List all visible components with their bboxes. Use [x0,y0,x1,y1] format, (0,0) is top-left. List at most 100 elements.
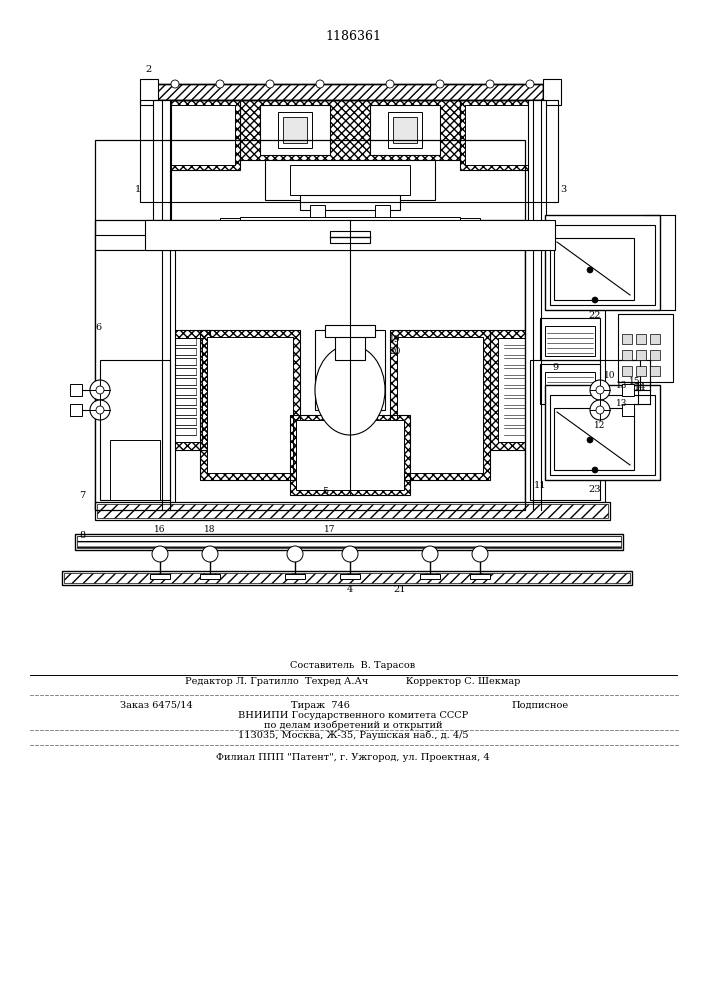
Bar [290,415,410,495]
Bar [490,330,600,450]
Bar [622,334,632,344]
Text: 13: 13 [617,380,628,389]
Bar [300,195,400,210]
Bar [114,368,196,375]
Text: 13: 13 [617,398,628,408]
Text: Заказ 6475/14: Заказ 6475/14 [120,700,193,710]
Circle shape [592,297,598,303]
Circle shape [526,80,534,88]
Bar [397,337,483,473]
Circle shape [596,406,604,414]
Bar [160,100,240,170]
Circle shape [472,546,488,562]
Bar [622,404,634,416]
Bar [155,84,543,100]
Circle shape [587,267,593,273]
Bar [545,326,595,356]
Bar [540,364,600,404]
Bar [498,338,592,442]
Bar [460,100,540,170]
Text: 10: 10 [604,370,616,379]
Circle shape [422,546,438,562]
Bar [100,330,210,450]
Circle shape [266,80,274,88]
Bar [543,79,561,105]
Bar [650,334,660,344]
Circle shape [90,380,110,400]
Bar [545,215,660,310]
Bar [375,205,390,220]
Bar [62,571,632,585]
Bar [140,100,558,202]
Circle shape [96,406,104,414]
Bar [100,360,170,500]
Text: 11: 11 [534,482,547,490]
Bar [110,440,160,500]
Bar [340,574,360,579]
Bar [545,372,595,400]
Text: 20: 20 [390,348,401,357]
Bar [114,418,196,425]
Bar [528,100,546,350]
Bar [622,366,632,376]
Text: 21: 21 [394,585,407,594]
Circle shape [587,437,593,443]
Text: 7: 7 [79,490,85,499]
Bar [622,350,632,360]
Bar [114,338,196,345]
Bar [140,79,158,105]
Bar [95,250,175,510]
Bar [165,105,235,165]
Bar [77,536,621,548]
Bar [650,350,660,360]
Bar [114,408,196,415]
Bar [265,160,435,200]
Bar [618,314,673,382]
Circle shape [592,467,598,473]
Bar [153,100,171,350]
Bar [108,338,202,442]
Ellipse shape [315,345,385,435]
Bar [310,205,325,220]
Bar [330,231,370,243]
Bar [114,348,196,355]
Bar [290,165,410,195]
Text: 19: 19 [390,336,401,344]
Bar [554,408,634,470]
Bar [636,366,646,376]
Bar [95,220,525,510]
Bar [114,388,196,395]
Circle shape [386,80,394,88]
Circle shape [171,80,179,88]
Bar [550,395,655,475]
Text: 8: 8 [79,530,85,540]
Text: 18: 18 [204,526,216,534]
Text: 12: 12 [595,420,606,430]
Bar [70,384,82,396]
Text: Составитель  В. Тарасов: Составитель В. Тарасов [291,660,416,670]
Text: 22: 22 [589,312,601,320]
Bar [200,574,220,579]
Bar [622,384,634,396]
Bar [114,378,196,385]
Text: 15: 15 [629,377,641,386]
Circle shape [216,80,224,88]
Bar [296,420,404,490]
Bar [150,574,170,579]
Text: Редактор Л. Гратилло  Техред А.Ач            Корректор С. Шекмар: Редактор Л. Гратилло Техред А.Ач Коррект… [185,678,520,686]
Bar [370,105,440,155]
Text: 16: 16 [154,526,165,534]
Text: 23: 23 [589,486,601,494]
Bar [64,573,630,583]
Bar [390,330,490,480]
Text: 14: 14 [633,383,646,392]
Bar [388,112,422,148]
Circle shape [486,80,494,88]
Bar [530,360,600,500]
Circle shape [316,80,324,88]
Text: 9: 9 [552,363,558,372]
Bar [525,250,605,510]
Text: 17: 17 [325,526,336,534]
Text: по делам изобретений и открытий: по делам изобретений и открытий [264,720,443,730]
Text: 1: 1 [135,186,141,194]
